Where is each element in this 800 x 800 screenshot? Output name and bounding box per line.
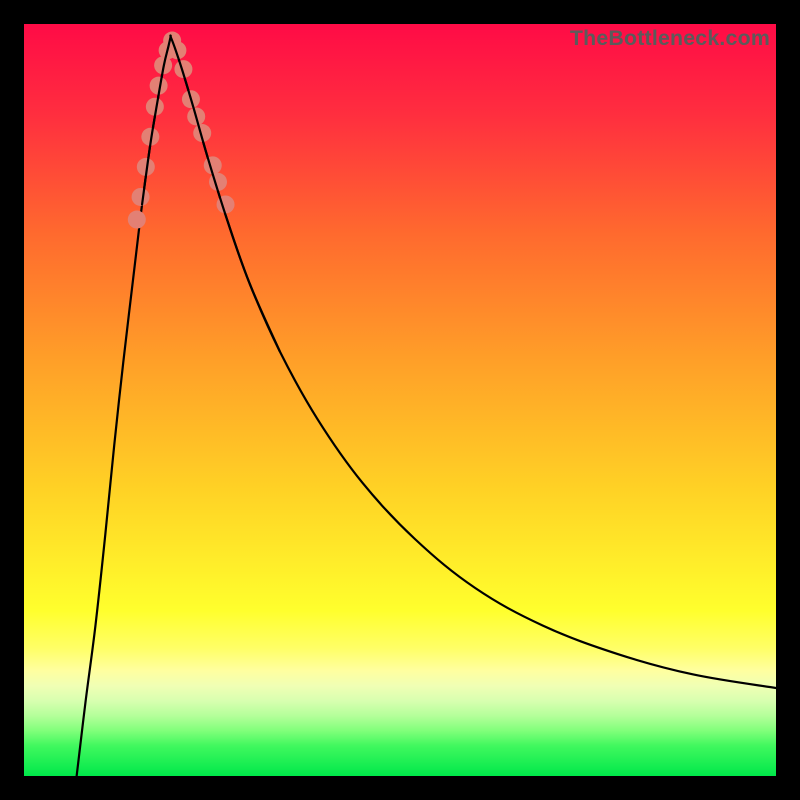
data-marker [132,188,150,206]
curve-left-branch [77,37,171,776]
watermark-label: TheBottleneck.com [570,26,770,51]
outer-frame: TheBottleneck.com [0,0,800,800]
plot-area: TheBottleneck.com [24,24,776,776]
curve-right-branch [171,37,776,688]
chart-svg [24,24,776,776]
data-marker [128,211,146,229]
